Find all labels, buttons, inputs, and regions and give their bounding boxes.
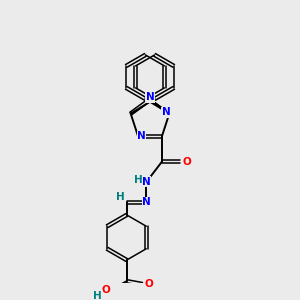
Text: O: O: [182, 157, 191, 166]
Text: N: N: [146, 92, 154, 102]
Text: N: N: [142, 177, 151, 187]
Text: O: O: [144, 279, 153, 289]
Text: N: N: [162, 107, 170, 117]
Text: N: N: [137, 131, 146, 141]
Text: H: H: [93, 291, 102, 300]
Text: H: H: [134, 175, 143, 185]
Text: N: N: [142, 197, 151, 207]
Text: H: H: [116, 192, 125, 202]
Text: O: O: [101, 285, 110, 295]
